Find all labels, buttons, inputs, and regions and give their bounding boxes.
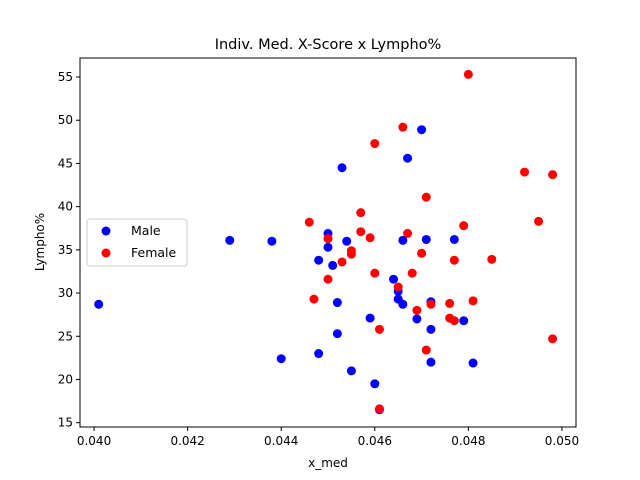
data-point-female <box>468 296 478 306</box>
data-point-female <box>449 316 459 326</box>
data-point-male <box>314 349 324 359</box>
plot-frame <box>79 57 577 428</box>
x-axis-label: x_med <box>308 456 348 470</box>
data-point-female <box>463 69 473 79</box>
data-point-male <box>276 354 286 364</box>
y-tick-label: 45 <box>58 156 73 170</box>
data-point-female <box>309 294 319 304</box>
data-point-female <box>356 227 366 237</box>
data-point-female <box>374 324 384 334</box>
data-point-female <box>346 246 356 256</box>
data-point-male <box>426 324 436 334</box>
legend-label-male: Male <box>131 223 161 238</box>
data-point-male <box>225 235 235 245</box>
chart-title: Indiv. Med. X-Score x Lympho% <box>215 37 442 53</box>
x-axis: 0.040 0.042 0.044 0.046 0.048 0.050 <box>77 427 579 448</box>
data-point-male <box>412 314 422 324</box>
data-point-female <box>412 305 422 315</box>
data-point-male <box>332 329 342 339</box>
x-tick-label: 0.040 <box>77 434 111 448</box>
data-point-female <box>417 248 427 258</box>
data-point-male <box>328 260 338 270</box>
y-tick-label: 35 <box>58 243 73 257</box>
y-axis: 15 20 25 30 35 40 45 50 55 <box>58 70 80 430</box>
data-point-male <box>421 234 431 244</box>
data-point-male <box>94 299 104 309</box>
data-point-male <box>267 236 277 246</box>
legend-label-female: Female <box>131 245 177 260</box>
data-point-male <box>426 357 436 367</box>
data-point-female <box>534 216 544 226</box>
data-point-male <box>398 235 408 245</box>
y-tick-label: 20 <box>58 372 73 386</box>
data-point-female <box>304 217 314 227</box>
legend: Male Female <box>86 218 188 267</box>
data-point-male <box>365 313 375 323</box>
x-tick-label: 0.042 <box>170 434 204 448</box>
data-point-female <box>459 221 469 231</box>
data-point-male <box>403 153 413 163</box>
data-point-female <box>407 268 417 278</box>
legend-marker-male <box>101 226 111 236</box>
data-point-female <box>421 345 431 355</box>
x-tick-label: 0.048 <box>451 434 485 448</box>
y-tick-label: 15 <box>58 416 73 430</box>
data-point-female <box>445 298 455 308</box>
data-point-female <box>356 208 366 218</box>
y-tick-label: 25 <box>58 329 73 343</box>
data-point-male <box>337 163 347 173</box>
data-point-male <box>468 358 478 368</box>
data-point-male <box>332 298 342 308</box>
data-point-male <box>323 242 333 252</box>
y-axis-label: Lympho% <box>33 213 47 271</box>
y-tick-label: 55 <box>58 70 73 84</box>
data-point-female <box>323 234 333 244</box>
data-point-male <box>389 274 399 284</box>
data-point-female <box>370 139 380 149</box>
data-point-female <box>426 299 436 309</box>
data-point-male <box>342 236 352 246</box>
y-tick-label: 30 <box>58 286 73 300</box>
data-points <box>94 69 558 415</box>
data-point-female <box>548 334 558 344</box>
data-point-female <box>449 255 459 265</box>
data-point-male <box>370 379 380 389</box>
legend-box <box>86 218 188 267</box>
data-point-female <box>548 170 558 180</box>
data-point-female <box>421 192 431 202</box>
y-tick-label: 50 <box>58 113 73 127</box>
plot-area: 0.040 0.042 0.044 0.046 0.048 0.050 15 20 25 30 3… <box>58 57 579 448</box>
data-point-male <box>449 234 459 244</box>
data-point-female <box>403 228 413 238</box>
data-point-male <box>346 366 356 376</box>
x-tick-label: 0.044 <box>264 434 298 448</box>
data-point-female <box>374 404 384 414</box>
data-point-female <box>398 122 408 132</box>
data-point-female <box>365 233 375 243</box>
data-point-male <box>398 299 408 309</box>
legend-marker-female <box>101 248 111 258</box>
data-point-female <box>323 274 333 284</box>
data-point-male <box>314 255 324 265</box>
y-tick-label: 40 <box>58 200 73 214</box>
data-point-female <box>393 282 403 292</box>
data-point-female <box>487 254 497 264</box>
data-point-female <box>370 268 380 278</box>
data-point-male <box>459 316 469 326</box>
data-point-male <box>417 125 427 135</box>
x-tick-label: 0.050 <box>545 434 579 448</box>
data-point-female <box>337 257 347 267</box>
x-tick-label: 0.046 <box>358 434 392 448</box>
data-point-female <box>520 167 530 177</box>
